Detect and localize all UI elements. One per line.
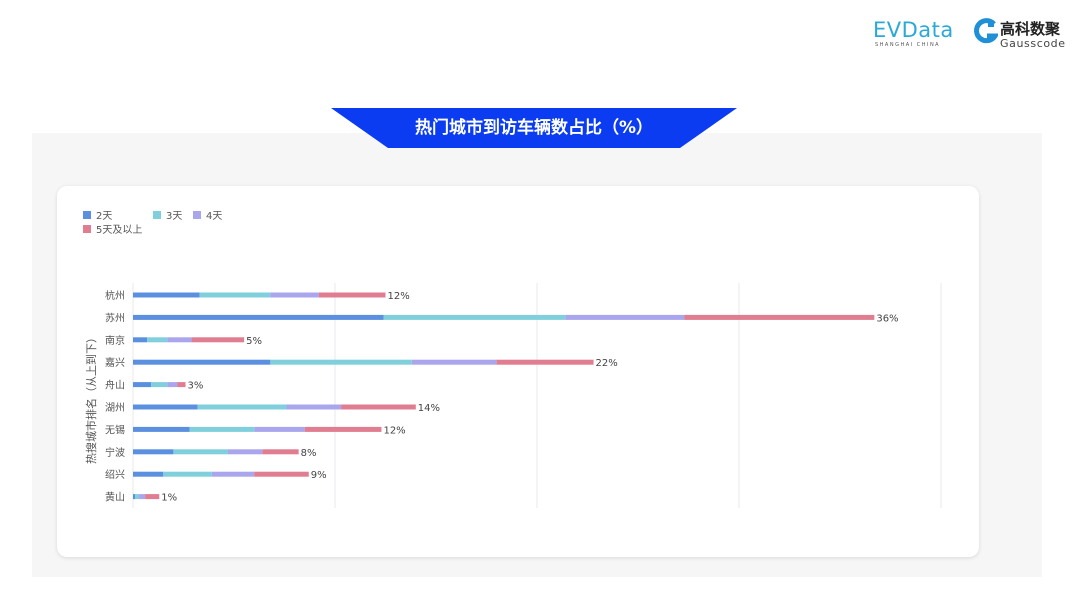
bar-segment xyxy=(383,314,566,320)
bar-segment xyxy=(133,471,164,477)
legend-item[interactable]: 5天及以上 xyxy=(83,221,142,236)
total-label: 12% xyxy=(388,291,410,302)
legend-item[interactable]: 4天 xyxy=(193,207,222,222)
bar-segment xyxy=(262,449,299,455)
category-label: 南京 xyxy=(105,334,125,347)
bar-segment xyxy=(135,494,140,500)
category-label: 杭州 xyxy=(105,289,125,302)
total-label: 8% xyxy=(301,448,317,459)
legend-item[interactable]: 2天 xyxy=(83,207,112,222)
category-label: 苏州 xyxy=(105,311,125,324)
legend-item[interactable]: 3天 xyxy=(153,207,182,222)
bar-segment xyxy=(496,359,594,365)
chart-card xyxy=(57,186,979,557)
legend-swatch xyxy=(83,210,91,219)
y-axis-label: 热搜城市排名（从上到下） xyxy=(84,332,98,464)
bar-segment xyxy=(167,337,192,343)
bar-segment xyxy=(177,382,186,388)
bar-segment xyxy=(133,382,152,388)
bar-segment xyxy=(133,314,384,320)
total-label: 22% xyxy=(596,358,618,369)
evdata-logo: EVData SHANGHAI CHINA xyxy=(873,18,954,48)
category-label: 嘉兴 xyxy=(105,356,125,369)
total-label: 12% xyxy=(383,425,405,436)
legend-swatch xyxy=(193,210,201,219)
bar-segment xyxy=(133,426,190,432)
bar-segment xyxy=(173,449,228,455)
bar-segment xyxy=(167,382,178,388)
bar-segment xyxy=(304,426,382,432)
bar-segment xyxy=(133,337,148,343)
bar-segment xyxy=(565,314,685,320)
gausscode-logo-icon xyxy=(974,18,1000,44)
bar-segment xyxy=(270,359,412,365)
total-label: 5% xyxy=(246,336,262,347)
total-label: 36% xyxy=(876,313,898,324)
bar-segment xyxy=(145,494,160,500)
bar-segment xyxy=(211,471,255,477)
category-label: 湖州 xyxy=(105,402,125,414)
gausscode-logo: 高科数聚 Gausscode xyxy=(974,18,1065,50)
legend-swatch xyxy=(83,224,91,233)
bar-segment xyxy=(286,404,342,410)
bar-segment xyxy=(133,292,200,298)
bar-segment xyxy=(318,292,386,298)
bar-segment xyxy=(147,337,168,343)
title-banner xyxy=(331,108,737,148)
bar-segment xyxy=(254,426,305,432)
bar-segment xyxy=(411,359,497,365)
bar-segment xyxy=(139,494,146,500)
bar-segment xyxy=(197,404,287,410)
bar-segment xyxy=(189,426,255,432)
bar-segment xyxy=(227,449,263,455)
bar-segment xyxy=(133,404,198,410)
total-label: 14% xyxy=(418,403,440,414)
bar-segment xyxy=(199,292,271,298)
bar-segment xyxy=(151,382,168,388)
total-label: 3% xyxy=(188,381,204,392)
bar-segment xyxy=(133,359,271,365)
bar-segment xyxy=(270,292,319,298)
category-label: 无锡 xyxy=(105,423,125,436)
category-label: 黄山 xyxy=(105,491,125,504)
total-label: 1% xyxy=(161,493,177,504)
bar-segment xyxy=(163,471,212,477)
bar-segment xyxy=(341,404,416,410)
bar-segment xyxy=(684,314,875,320)
bar-segment xyxy=(133,494,136,500)
bar-segment xyxy=(254,471,309,477)
total-label: 9% xyxy=(311,470,327,481)
bar-segment xyxy=(191,337,245,343)
category-label: 宁波 xyxy=(105,446,125,459)
category-label: 舟山 xyxy=(105,379,125,392)
category-label: 绍兴 xyxy=(105,468,125,481)
chart-title: 热门城市到访车辆数占比（%） xyxy=(414,118,654,138)
legend-swatch xyxy=(153,210,161,219)
bar-segment xyxy=(133,449,174,455)
